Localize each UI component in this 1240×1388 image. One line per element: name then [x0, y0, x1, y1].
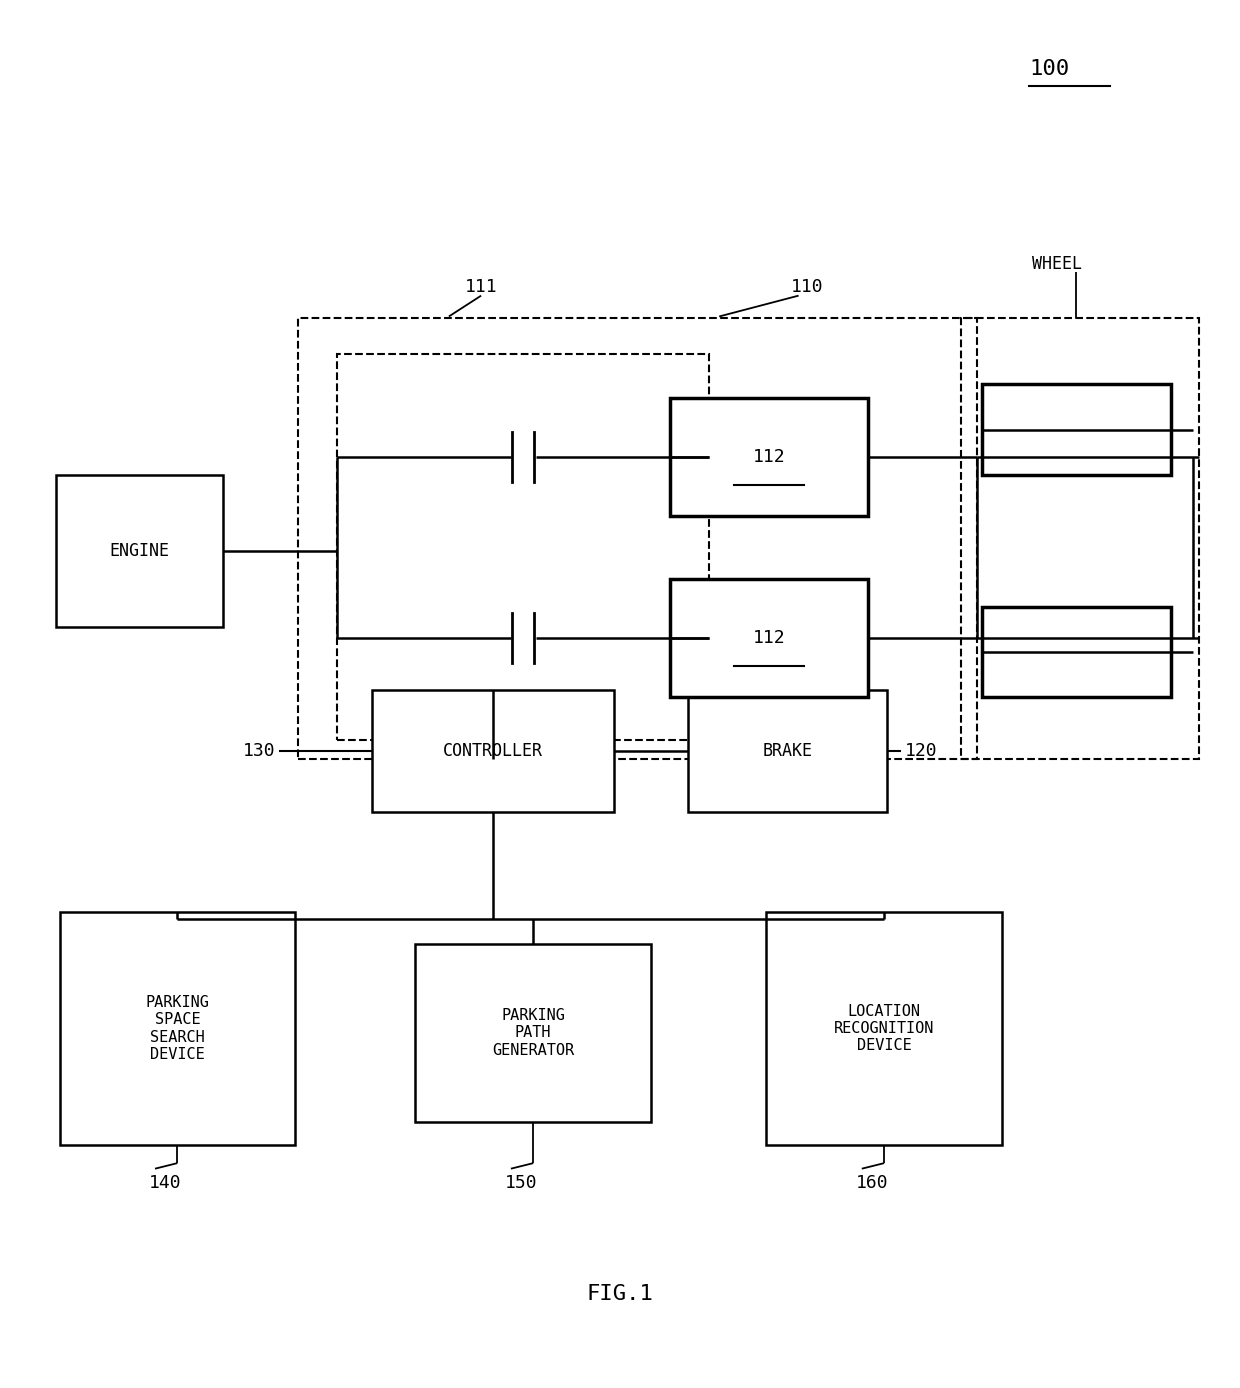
Bar	[372, 690, 614, 812]
Bar	[982, 384, 1171, 475]
Text: ENGINE: ENGINE	[109, 543, 170, 559]
Bar	[298, 318, 977, 759]
Bar	[60, 912, 295, 1145]
Text: PARKING
PATH
GENERATOR: PARKING PATH GENERATOR	[492, 1008, 574, 1058]
Bar	[766, 912, 1002, 1145]
Text: 150: 150	[505, 1174, 537, 1191]
Bar	[337, 354, 709, 740]
Text: PARKING
SPACE
SEARCH
DEVICE: PARKING SPACE SEARCH DEVICE	[145, 995, 210, 1062]
Text: CONTROLLER: CONTROLLER	[443, 743, 543, 759]
Bar	[670, 579, 868, 697]
Text: 110: 110	[791, 279, 823, 296]
Text: 130: 130	[243, 743, 275, 759]
Text: 160: 160	[856, 1174, 888, 1191]
Text: FIG.1: FIG.1	[587, 1284, 653, 1303]
Text: 140: 140	[149, 1174, 181, 1191]
Text: WHEEL: WHEEL	[1032, 255, 1081, 272]
Bar	[670, 398, 868, 516]
Bar	[961, 318, 1199, 759]
Text: LOCATION
RECOGNITION
DEVICE: LOCATION RECOGNITION DEVICE	[835, 1004, 934, 1053]
Bar	[415, 944, 651, 1122]
Text: 111: 111	[465, 279, 497, 296]
Text: 100: 100	[1029, 60, 1069, 79]
Bar	[688, 690, 887, 812]
Text: 120: 120	[905, 743, 937, 759]
Bar	[982, 607, 1171, 697]
Bar	[56, 475, 223, 627]
Text: BRAKE: BRAKE	[763, 743, 812, 759]
Text: 112: 112	[753, 629, 785, 647]
Text: 112: 112	[753, 448, 785, 466]
